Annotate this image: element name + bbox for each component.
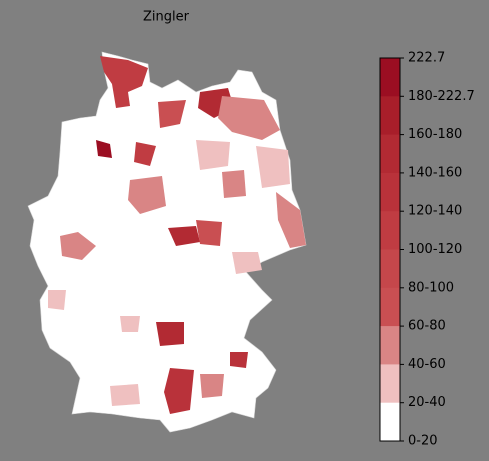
- colorbar-segment: [380, 96, 400, 136]
- colorbar-label: 40-60: [408, 357, 446, 372]
- colorbar-label: 0-20: [408, 434, 438, 449]
- colorbar-segment: [380, 402, 400, 442]
- colorbar-label: 160-180: [408, 127, 462, 142]
- colorbar-segment: [380, 172, 400, 212]
- colorbar-label: 20-40: [408, 395, 446, 410]
- colorbar-segment: [380, 326, 400, 365]
- colorbar: 222.7 180-222.7 160-180 140-160 120-140 100-1…: [379, 51, 475, 449]
- colorbar-label: 80-100: [408, 280, 454, 295]
- map-title: Zingler: [143, 10, 190, 25]
- colorbar-label: 120-140: [408, 204, 462, 219]
- colorbar-label: 100-120: [408, 242, 462, 257]
- colorbar-segment: [380, 249, 400, 289]
- colorbar-label: 140-160: [408, 165, 462, 180]
- colorbar-label: 222.7: [408, 51, 445, 66]
- colorbar-segment: [380, 58, 400, 97]
- colorbar-segment: [380, 134, 400, 174]
- germany-map: [27, 51, 307, 433]
- colorbar-label: 180-222.7: [408, 89, 475, 104]
- district-shading: [48, 56, 306, 414]
- colorbar-label: 60-80: [408, 319, 446, 334]
- colorbar-segment: [380, 364, 400, 404]
- colorbar-segment: [380, 211, 400, 250]
- colorbar-segment: [380, 287, 400, 327]
